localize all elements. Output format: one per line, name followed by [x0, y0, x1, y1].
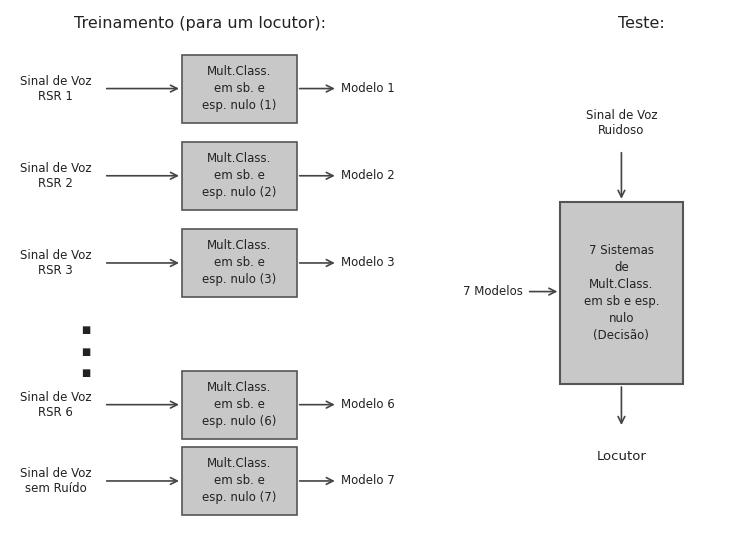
FancyBboxPatch shape	[182, 142, 297, 210]
Text: Treinamento (para um locutor):: Treinamento (para um locutor):	[74, 16, 326, 32]
Text: ■: ■	[81, 325, 90, 335]
Text: Teste:: Teste:	[618, 16, 666, 32]
Text: Modelo 1: Modelo 1	[341, 82, 395, 95]
Text: Modelo 3: Modelo 3	[341, 257, 395, 269]
Text: Mult.Class.
em sb. e
esp. nulo (3): Mult.Class. em sb. e esp. nulo (3)	[202, 239, 277, 287]
Text: Mult.Class.
em sb. e
esp. nulo (1): Mult.Class. em sb. e esp. nulo (1)	[202, 65, 277, 112]
Text: Mult.Class.
em sb. e
esp. nulo (7): Mult.Class. em sb. e esp. nulo (7)	[202, 457, 277, 505]
Text: Sinal de Voz
RSR 3: Sinal de Voz RSR 3	[20, 249, 91, 277]
Text: Modelo 6: Modelo 6	[341, 398, 395, 411]
Text: Modelo 2: Modelo 2	[341, 169, 395, 182]
Text: Sinal de Voz
Ruidoso: Sinal de Voz Ruidoso	[585, 108, 657, 137]
Text: Modelo 7: Modelo 7	[341, 475, 395, 487]
Text: Mult.Class.
em sb. e
esp. nulo (6): Mult.Class. em sb. e esp. nulo (6)	[202, 381, 277, 428]
FancyBboxPatch shape	[560, 202, 683, 384]
FancyBboxPatch shape	[182, 371, 297, 439]
Text: Sinal de Voz
RSR 1: Sinal de Voz RSR 1	[20, 75, 91, 102]
Text: ■: ■	[81, 347, 90, 356]
Text: ■: ■	[81, 368, 90, 378]
Text: Sinal de Voz
RSR 2: Sinal de Voz RSR 2	[20, 162, 91, 190]
Text: Mult.Class.
em sb. e
esp. nulo (2): Mult.Class. em sb. e esp. nulo (2)	[202, 152, 277, 199]
FancyBboxPatch shape	[182, 229, 297, 297]
Text: Locutor: Locutor	[597, 450, 646, 463]
FancyBboxPatch shape	[182, 447, 297, 515]
FancyBboxPatch shape	[182, 54, 297, 123]
Text: Sinal de Voz
RSR 6: Sinal de Voz RSR 6	[20, 391, 91, 419]
Text: 7 Sistemas
de
Mult.Class.
em sb e esp.
nulo
(Decisão): 7 Sistemas de Mult.Class. em sb e esp. n…	[584, 244, 659, 342]
Text: 7 Modelos: 7 Modelos	[464, 285, 523, 298]
Text: Sinal de Voz
sem Ruído: Sinal de Voz sem Ruído	[20, 467, 91, 495]
